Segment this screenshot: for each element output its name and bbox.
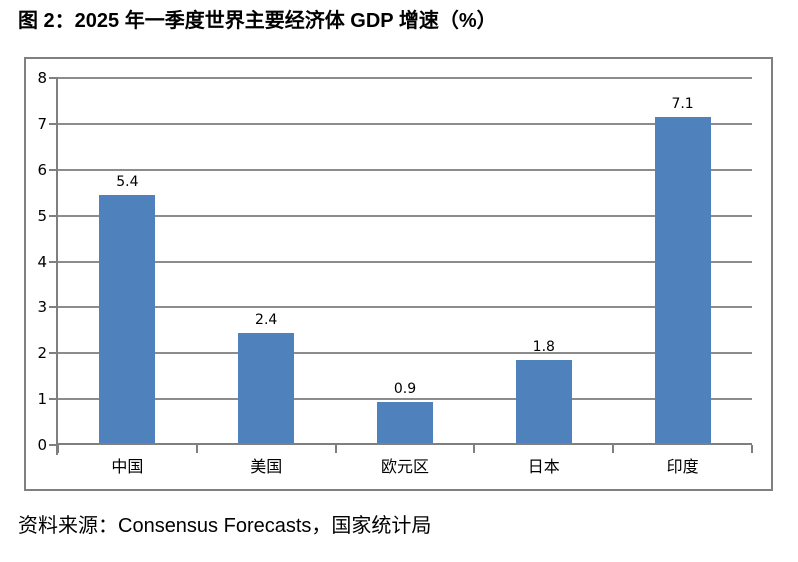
plot-area: 0 1 2 3 4 5 6 7 8 5.4 中国 2.4 美国 0.9 欧元区 1.8 日本 7.1 印度 — [26, 59, 771, 489]
y-axis-label: 3 — [37, 298, 47, 317]
bar-value-label: 2.4 — [255, 311, 278, 328]
bar — [238, 332, 295, 443]
y-tick — [49, 444, 58, 446]
x-tick — [612, 445, 615, 453]
gridline — [58, 122, 752, 125]
category-label: 中国 — [111, 457, 144, 476]
gridline — [58, 306, 752, 309]
x-tick — [57, 445, 59, 453]
category-label: 日本 — [527, 457, 560, 476]
y-tick — [49, 352, 58, 355]
x-tick — [751, 445, 753, 453]
y-axis-label: 7 — [37, 114, 47, 133]
figure-title: 图 2：2025 年一季度世界主要经济体 GDP 增速（%） — [18, 10, 497, 32]
bar — [654, 117, 711, 443]
bar-value-label: 5.4 — [116, 174, 139, 191]
x-axis-line — [58, 443, 752, 445]
y-axis-label: 1 — [37, 390, 47, 409]
chart-frame: 0 1 2 3 4 5 6 7 8 5.4 中国 2.4 美国 0.9 欧元区 1.8 日本 7.1 印度 — [24, 57, 773, 491]
y-axis-label: 2 — [37, 344, 47, 363]
category-label: 美国 — [250, 457, 283, 476]
y-tick — [49, 214, 58, 217]
y-axis-label: 6 — [37, 160, 47, 179]
bar — [99, 195, 156, 443]
y-axis-label: 0 — [37, 436, 47, 454]
y-axis-line — [56, 78, 58, 455]
y-tick — [49, 398, 58, 401]
bar-value-label: 1.8 — [532, 339, 555, 356]
y-axis-label: 4 — [37, 252, 47, 271]
y-tick — [49, 122, 58, 125]
y-tick — [49, 260, 58, 263]
y-axis-label: 5 — [37, 206, 47, 225]
gridline — [58, 77, 752, 79]
gridline — [58, 398, 752, 401]
source-note: 资料来源：Consensus Forecasts，国家统计局 — [18, 515, 432, 537]
bar-value-label: 7.1 — [671, 96, 694, 113]
y-tick — [49, 77, 58, 79]
gridline — [58, 260, 752, 263]
category-label: 印度 — [666, 457, 699, 476]
gridline — [58, 168, 752, 171]
x-tick — [195, 445, 198, 453]
y-tick — [49, 306, 58, 309]
bar — [377, 401, 433, 443]
y-axis-label: 8 — [37, 69, 47, 87]
bar-value-label: 0.9 — [393, 380, 417, 397]
x-tick — [334, 445, 337, 453]
x-tick — [473, 445, 476, 453]
gridline — [58, 352, 752, 355]
category-label: 欧元区 — [380, 457, 429, 476]
bar — [515, 360, 572, 443]
y-tick — [49, 168, 58, 171]
gridline — [58, 214, 752, 217]
